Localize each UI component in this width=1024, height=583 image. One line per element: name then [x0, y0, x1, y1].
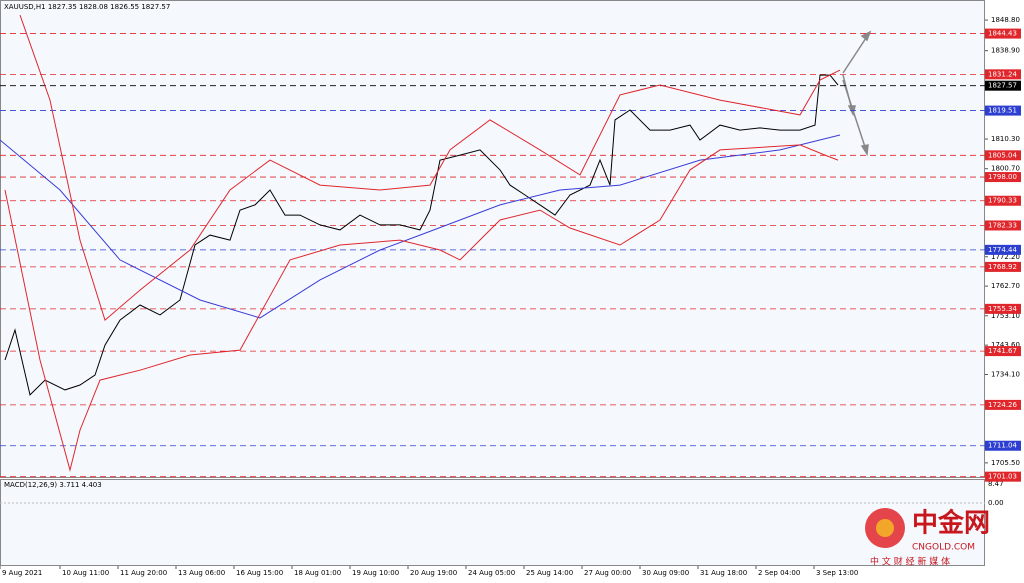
series-line [0, 134, 841, 319]
level-box [985, 28, 1021, 39]
level-label: 1774.44 [988, 246, 1017, 254]
level-label: 1844.43 [988, 30, 1017, 38]
x-tick-label: 9 Aug 2021 [2, 569, 42, 577]
y-tick-label: 1705.50 [991, 459, 1020, 467]
level-label: 1711.04 [988, 442, 1017, 450]
level-box [985, 303, 1021, 314]
x-tick-label: 20 Aug 19:00 [410, 569, 457, 577]
x-tick-label: 11 Aug 20:00 [120, 569, 167, 577]
level-box [985, 150, 1021, 161]
arrows [842, 30, 872, 157]
series-line [19, 14, 841, 321]
x-tick-label: 10 Aug 11:00 [62, 569, 109, 577]
level-box [985, 105, 1021, 116]
watermark: 中金网 CNGOLD.COM 中 文 财 经 新 媒 体 [865, 508, 990, 568]
x-tick-label: 31 Aug 18:00 [700, 569, 747, 577]
level-label: 1798.00 [988, 173, 1017, 181]
level-label: 1741.67 [988, 347, 1017, 355]
x-tick-label: 13 Aug 06:00 [178, 569, 225, 577]
series-line [4, 74, 839, 396]
level-label: 1768.92 [988, 263, 1017, 271]
watermark-site: CNGOLD.COM [912, 543, 975, 553]
watermark-name: 中金网 [912, 508, 990, 539]
level-box [985, 399, 1021, 410]
x-tick-label: 19 Aug 10:00 [352, 569, 399, 577]
y-tick-label: 1753.10 [991, 312, 1020, 320]
x-tick-label: 3 Sep 13:00 [816, 569, 858, 577]
y-tick-label: 1734.10 [991, 370, 1020, 378]
level-box [985, 244, 1021, 255]
level-box [985, 261, 1021, 272]
level-box [985, 220, 1021, 231]
macd-tick: 0.00 [988, 499, 1004, 507]
y-tick-label: 1743.60 [991, 341, 1020, 349]
level-label: 1701.03 [988, 473, 1017, 481]
level-label: 1827.57 [988, 82, 1017, 90]
watermark-slogan: 中 文 财 经 新 媒 体 [870, 556, 950, 568]
level-label: 1782.33 [988, 221, 1017, 229]
level-box [985, 440, 1021, 451]
y-tick-label: 1772.20 [991, 253, 1020, 261]
chart-title: XAUUSD,H1 1827.35 1828.08 1826.55 1827.5… [4, 3, 170, 11]
level-label: 1724.26 [988, 401, 1017, 409]
macd-tick: 8.47 [988, 480, 1004, 488]
indicator-label: MACD(12,26,9) 3.711 4.403 [4, 481, 102, 489]
x-tick-label: 27 Aug 00:00 [584, 569, 631, 577]
x-tick-label: 16 Aug 15:00 [236, 569, 283, 577]
level-box [985, 80, 1021, 91]
x-tick-label: 18 Aug 01:00 [294, 569, 341, 577]
level-box [985, 172, 1021, 183]
level-label: 1831.24 [988, 70, 1017, 78]
level-label: 1790.33 [988, 197, 1017, 205]
x-tick-label: 24 Aug 05:00 [468, 569, 515, 577]
y-tick-label: 1848.80 [991, 16, 1020, 24]
level-label: 1755.34 [988, 305, 1017, 313]
y-tick-label: 1838.90 [991, 47, 1020, 55]
level-box [985, 69, 1021, 80]
level-box [985, 471, 1021, 482]
x-tick-label: 25 Aug 14:00 [526, 569, 573, 577]
macd-pane [0, 479, 985, 566]
level-label: 1819.51 [988, 107, 1017, 115]
y-tick-label: 1800.70 [991, 165, 1020, 173]
y-tick-label: 1762.70 [991, 282, 1020, 290]
y-tick-label: 1810.30 [991, 135, 1020, 143]
series-line [4, 144, 839, 472]
level-label: 1805.04 [988, 151, 1017, 159]
level-box [985, 195, 1021, 206]
x-tick-label: 2 Sep 04:00 [758, 569, 800, 577]
x-tick-label: 30 Aug 09:00 [642, 569, 689, 577]
level-box [985, 346, 1021, 357]
